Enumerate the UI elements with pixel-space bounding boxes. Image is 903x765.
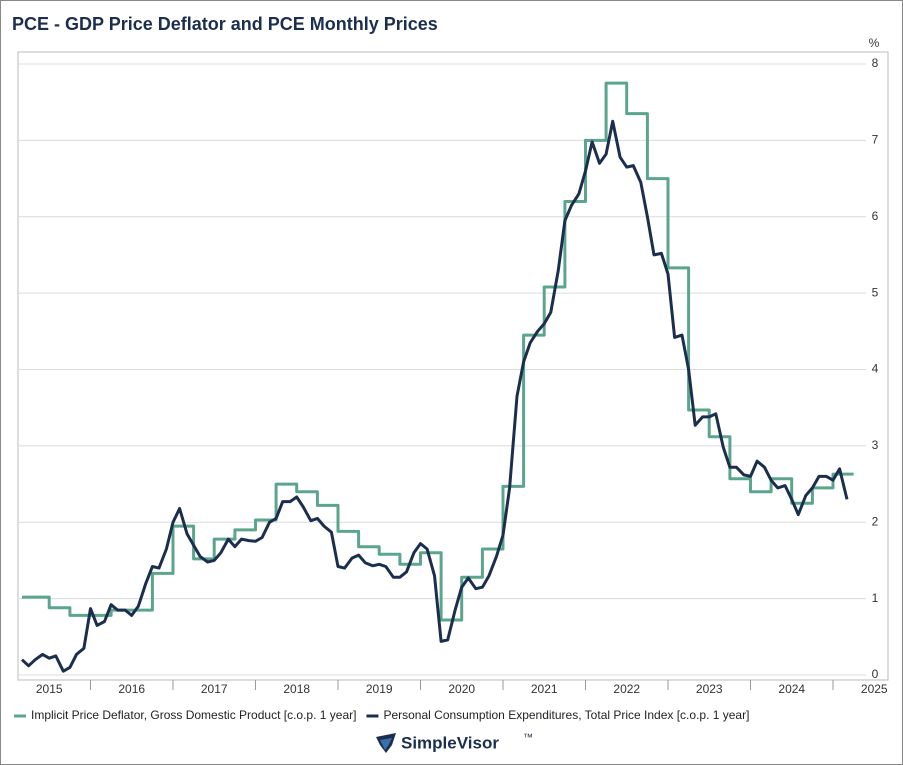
plot-border bbox=[17, 51, 889, 681]
x-tick-label: 2017 bbox=[201, 682, 228, 696]
legend-label: Implicit Price Deflator, Gross Domestic … bbox=[31, 708, 356, 722]
y-tick-label: 8 bbox=[872, 56, 879, 70]
y-tick-label: 4 bbox=[872, 362, 879, 376]
x-tick-label: 2024 bbox=[778, 682, 805, 696]
brand-logo: SimpleVisor ™ bbox=[376, 733, 533, 753]
brand-name: SimpleVisor bbox=[401, 733, 499, 752]
y-tick-label: 7 bbox=[872, 133, 879, 147]
x-tick-label: 2020 bbox=[448, 682, 475, 696]
y-tick-label: 3 bbox=[872, 438, 879, 452]
y-unit: % bbox=[869, 36, 880, 50]
legend: Implicit Price Deflator, Gross Domestic … bbox=[14, 708, 749, 722]
legend-label: Personal Consumption Expenditures, Total… bbox=[383, 708, 749, 722]
x-tick-label: 2015 bbox=[36, 682, 63, 696]
y-tick-label: 2 bbox=[872, 514, 879, 528]
y-tick-label: 0 bbox=[872, 667, 879, 681]
chart-title: PCE - GDP Price Deflator and PCE Monthly… bbox=[12, 14, 438, 34]
series-line bbox=[20, 119, 849, 673]
x-tick-label: 2021 bbox=[531, 682, 558, 696]
x-tick-label: 2023 bbox=[696, 682, 723, 696]
y-tick-label: 5 bbox=[872, 285, 879, 299]
x-tick-label: 2022 bbox=[613, 682, 640, 696]
x-tick-label: 2019 bbox=[366, 682, 393, 696]
x-tick-label: 2016 bbox=[118, 682, 145, 696]
y-tick-label: 6 bbox=[872, 209, 879, 223]
x-tick-label: 2025 bbox=[861, 682, 888, 696]
y-tick-label: 1 bbox=[872, 591, 879, 605]
brand-trademark: ™ bbox=[523, 733, 533, 744]
logo-icon-inner bbox=[380, 738, 392, 750]
x-tick-label: 2018 bbox=[283, 682, 310, 696]
